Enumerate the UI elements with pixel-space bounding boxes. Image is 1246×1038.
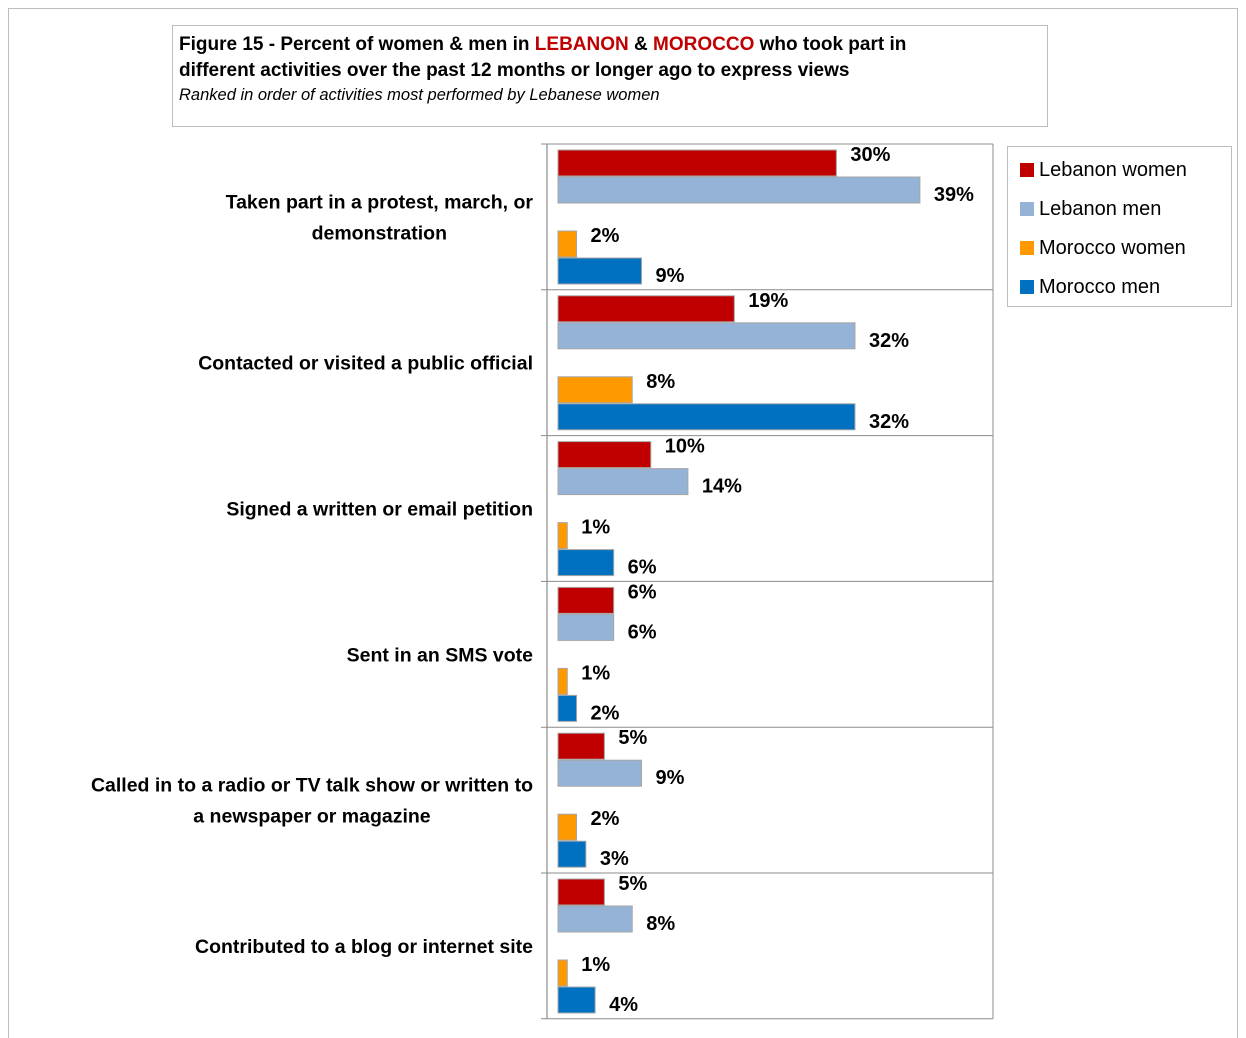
title-part-2: &: [628, 34, 654, 55]
legend-swatch: [1020, 280, 1034, 294]
legend-item-morocco-men: Morocco men: [1020, 274, 1160, 300]
category-label: Contributed to a blog or internet site: [195, 936, 533, 958]
bar-morocco-women: [557, 813, 578, 841]
category-labels: Taken part in a protest, march, or demons…: [91, 191, 533, 958]
data-label: 3%: [600, 848, 629, 870]
data-label: 6%: [628, 581, 657, 603]
data-label: 39%: [934, 184, 974, 206]
legend-swatch: [1020, 163, 1034, 177]
bar-lebanon-men: [557, 905, 633, 933]
bar-lebanon-men: [557, 468, 689, 496]
data-label: 9%: [656, 767, 685, 789]
bar-lebanon-women: [557, 295, 735, 323]
title-part-1: Figure 15 - Percent of women & men in: [179, 34, 535, 55]
data-label: 9%: [656, 265, 685, 287]
bar-lebanon-men: [557, 759, 643, 787]
title-part-3: who took part in: [754, 34, 907, 55]
data-label: 2%: [591, 225, 620, 247]
legend-swatch: [1020, 202, 1034, 216]
legend-label: Lebanon women: [1039, 158, 1187, 181]
chart-title-line-1: Figure 15 - Percent of women & men in LE…: [179, 32, 1047, 58]
bar-morocco-women: [557, 522, 568, 550]
category-label: demonstration: [312, 222, 447, 244]
data-label: 8%: [646, 371, 675, 393]
legend-item-morocco-women: Morocco women: [1020, 235, 1186, 261]
legend-item-lebanon-women: Lebanon women: [1020, 157, 1187, 183]
category-label: Sent in an SMS vote: [347, 644, 534, 666]
bar-morocco-women: [557, 230, 578, 258]
bar-lebanon-women: [557, 732, 605, 760]
data-label: 14%: [702, 476, 742, 498]
data-label: 30%: [850, 144, 890, 166]
bar-morocco-women: [557, 959, 568, 987]
data-labels: 30%39%2%9%19%32%8%32%10%14%1%6%6%6%1%2%5…: [581, 144, 974, 1016]
bar-morocco-men: [557, 257, 643, 285]
bar-morocco-men: [557, 840, 587, 868]
bar-morocco-women: [557, 376, 633, 404]
category-dividers: [541, 143, 994, 1020]
data-label: 4%: [609, 994, 638, 1016]
category-label: Signed a written or email petition: [226, 499, 533, 521]
bar-lebanon-women: [557, 441, 652, 469]
title-country-morocco: MOROCCO: [653, 34, 755, 55]
bar-lebanon-men: [557, 176, 921, 204]
legend-swatch: [1020, 241, 1034, 255]
bar-morocco-men: [557, 694, 578, 722]
data-label: 2%: [591, 702, 620, 724]
bar-lebanon-women: [557, 878, 605, 906]
bar-morocco-women: [557, 667, 568, 695]
bar-lebanon-men: [557, 613, 615, 641]
data-label: 5%: [618, 727, 647, 749]
bar-marks: [557, 149, 921, 1014]
legend: Lebanon women Lebanon men Morocco women Mor…: [1007, 146, 1232, 307]
data-label: 1%: [581, 662, 610, 684]
chart-title-box: Figure 15 - Percent of women & men in LE…: [172, 25, 1048, 127]
data-label: 6%: [628, 621, 657, 643]
figure-frame: [8, 8, 1238, 1038]
data-label: 19%: [748, 290, 788, 312]
data-label: 32%: [869, 330, 909, 352]
data-label: 10%: [665, 436, 705, 458]
data-label: 5%: [618, 873, 647, 895]
bar-lebanon-women: [557, 149, 837, 177]
legend-item-lebanon-men: Lebanon men: [1020, 196, 1161, 222]
category-label: Taken part in a protest, march, or: [226, 191, 534, 213]
title-country-lebanon: LEBANON: [534, 34, 629, 55]
data-label: 6%: [628, 557, 657, 579]
category-label: Called in to a radio or TV talk show or …: [91, 775, 533, 797]
legend-label: Lebanon men: [1039, 197, 1162, 220]
category-label: Contacted or visited a public official: [198, 353, 533, 375]
bar-morocco-men: [557, 403, 856, 431]
data-label: 8%: [646, 913, 675, 935]
data-label: 1%: [581, 517, 610, 539]
bar-morocco-men: [557, 986, 596, 1014]
bar-lebanon-men: [557, 322, 856, 350]
legend-label: Morocco men: [1039, 275, 1161, 298]
data-label: 1%: [581, 954, 610, 976]
category-label: a newspaper or magazine: [193, 806, 430, 828]
data-label: 2%: [591, 808, 620, 830]
chart-title-line-2: different activities over the past 12 mo…: [179, 60, 850, 81]
legend-label: Morocco women: [1039, 236, 1186, 259]
data-label: 32%: [869, 411, 909, 433]
bar-morocco-men: [557, 549, 615, 577]
chart-subtitle: Ranked in order of activities most perfo…: [179, 86, 660, 104]
bar-lebanon-women: [557, 586, 615, 614]
